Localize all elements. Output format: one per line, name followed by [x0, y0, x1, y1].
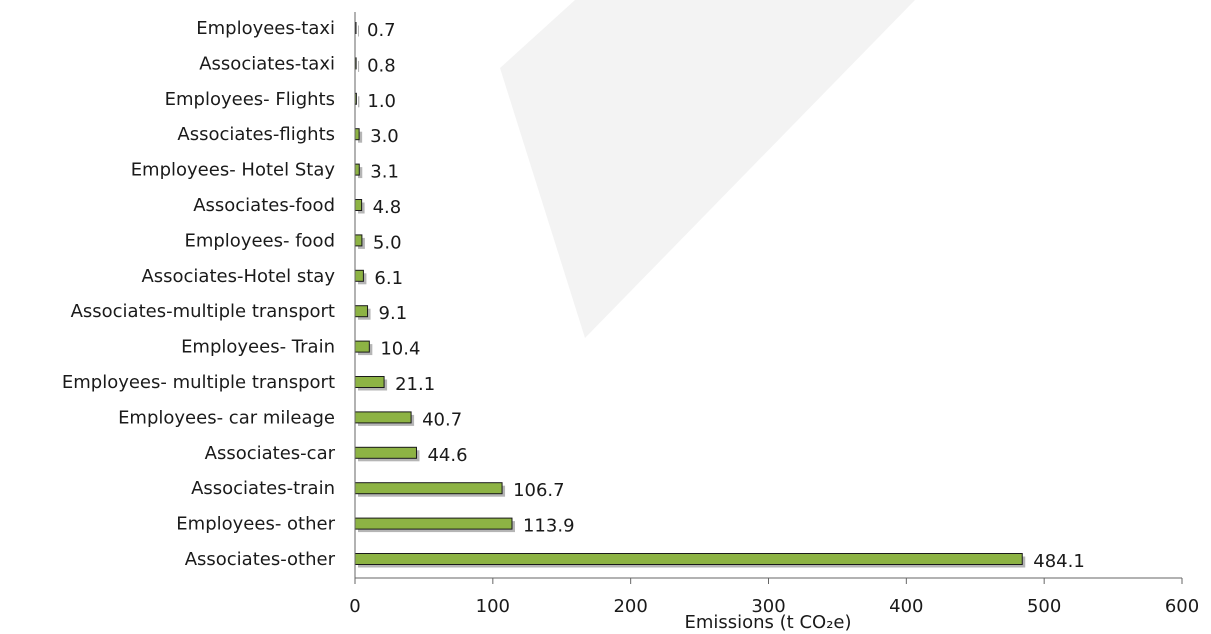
bar	[354, 340, 370, 353]
bar-shadow	[358, 167, 363, 179]
bar	[354, 482, 503, 495]
bar-group: Employees- car mileage 40.7	[118, 407, 462, 430]
bar	[354, 163, 360, 176]
data-label: 5.0	[373, 232, 402, 253]
data-label: 6.1	[374, 268, 403, 289]
bar-shadow	[358, 96, 360, 108]
bar	[354, 376, 385, 388]
bar-group: Employees- Train 10.4	[181, 337, 420, 360]
category-label: Associates-flights	[177, 124, 335, 145]
bar	[354, 411, 412, 424]
data-label: 21.1	[395, 374, 435, 395]
x-axis: 0 100 200 300 400 500 600	[349, 12, 1199, 617]
bar-group: Associates-multiple transport 9.1	[71, 301, 408, 324]
category-label: Employees- Train	[181, 337, 335, 358]
bar-group: Associates-Hotel stay 6.1	[141, 266, 403, 289]
bar-shadow	[358, 25, 359, 37]
bar-group: Associates-food 4.8	[193, 195, 401, 218]
category-label: Associates-taxi	[199, 53, 335, 74]
category-label: Employees- Flights	[165, 89, 335, 110]
data-label: 0.8	[367, 55, 396, 76]
category-label: Associates-train	[191, 478, 335, 499]
bar	[354, 199, 363, 211]
bar	[354, 269, 364, 282]
bar	[354, 128, 360, 141]
category-label: Employees- car mileage	[118, 407, 335, 428]
category-label: Employees- other	[176, 514, 335, 535]
data-label: 9.1	[379, 303, 408, 324]
category-label: Associates-Hotel stay	[141, 266, 335, 287]
data-label: 1.0	[367, 91, 396, 112]
bar	[354, 517, 513, 530]
data-label: 4.8	[373, 197, 402, 218]
category-label: Employees- multiple transport	[62, 372, 335, 393]
data-label: 106.7	[513, 480, 565, 501]
x-tick-label: 300	[751, 596, 785, 617]
bar-group: Associates-train 106.7	[191, 478, 565, 501]
data-label: 3.0	[370, 126, 399, 147]
category-label: Employees- Hotel Stay	[131, 160, 336, 181]
watermark-shape	[500, 0, 915, 338]
bar-group: Associates-car 44.6	[205, 443, 468, 466]
x-tick-label: 600	[1165, 596, 1199, 617]
x-tick-label: 200	[613, 596, 647, 617]
category-label: Employees- food	[184, 230, 335, 251]
bar	[354, 305, 369, 318]
data-label: 10.4	[380, 339, 420, 360]
x-tick-label: 400	[889, 596, 923, 617]
data-label: 44.6	[427, 445, 467, 466]
bar-shadow	[358, 131, 363, 143]
x-axis-title: Emissions (t CO₂e)	[684, 612, 851, 633]
bar	[354, 446, 417, 459]
data-label: 113.9	[523, 516, 575, 537]
bar-group: Employees-taxi 0.7	[196, 18, 395, 41]
x-tick-label: 100	[476, 596, 510, 617]
bar	[354, 553, 1023, 565]
category-label: Employees-taxi	[196, 18, 335, 39]
category-label: Associates-food	[193, 195, 335, 216]
data-label: 40.7	[422, 409, 462, 430]
data-label: 3.1	[370, 162, 399, 183]
bar-group: Associates-taxi 0.8	[199, 53, 396, 76]
data-label: 0.7	[367, 20, 396, 41]
bar-group: Employees- food 5.0	[184, 230, 401, 253]
bars-layer: Employees-taxi 0.7 Associates-taxi 0.8 Emplo…	[62, 18, 1085, 572]
category-label: Associates-other	[185, 549, 336, 570]
bar-group: Associates-other 484.1	[185, 549, 1085, 572]
x-tick-label: 500	[1027, 596, 1061, 617]
data-label: 484.1	[1033, 551, 1085, 572]
bar	[354, 234, 363, 247]
category-label: Associates-multiple transport	[71, 301, 335, 322]
x-tick-label: 0	[349, 596, 360, 617]
bar-group: Employees- other 113.9	[176, 514, 574, 537]
bar-group: Associates-flights 3.0	[177, 124, 398, 147]
category-label: Associates-car	[205, 443, 336, 464]
bar-group: Employees- Hotel Stay 3.1	[131, 160, 399, 183]
bar-group: Employees- Flights 1.0	[165, 89, 396, 112]
bar-shadow	[358, 60, 360, 72]
bar-group: Employees- multiple transport 21.1	[62, 372, 435, 395]
